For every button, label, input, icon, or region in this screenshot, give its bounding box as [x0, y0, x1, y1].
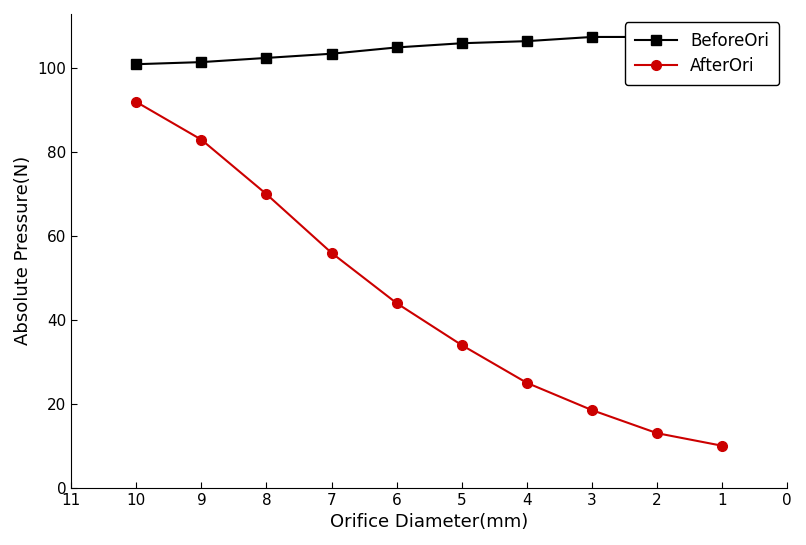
X-axis label: Orifice Diameter(mm): Orifice Diameter(mm) — [330, 513, 529, 531]
Line: BeforeOri: BeforeOri — [131, 28, 727, 69]
BeforeOri — [457, 40, 467, 46]
AfterOri — [587, 407, 596, 414]
BeforeOri — [652, 34, 662, 40]
BeforeOri — [262, 54, 272, 61]
BeforeOri — [587, 34, 596, 40]
AfterOri — [262, 191, 272, 197]
AfterOri — [457, 342, 467, 348]
AfterOri — [522, 380, 532, 386]
Line: AfterOri: AfterOri — [131, 97, 727, 451]
BeforeOri — [392, 44, 401, 51]
BeforeOri — [131, 61, 141, 68]
AfterOri — [326, 250, 336, 256]
BeforeOri — [522, 38, 532, 44]
AfterOri — [197, 136, 206, 143]
AfterOri — [392, 300, 401, 306]
BeforeOri — [326, 51, 336, 57]
AfterOri — [131, 99, 141, 105]
BeforeOri — [197, 59, 206, 65]
AfterOri — [717, 443, 727, 449]
AfterOri — [652, 430, 662, 437]
BeforeOri — [717, 29, 727, 36]
Y-axis label: Absolute Pressure(N): Absolute Pressure(N) — [14, 156, 32, 346]
Legend: BeforeOri, AfterOri: BeforeOri, AfterOri — [625, 22, 779, 85]
